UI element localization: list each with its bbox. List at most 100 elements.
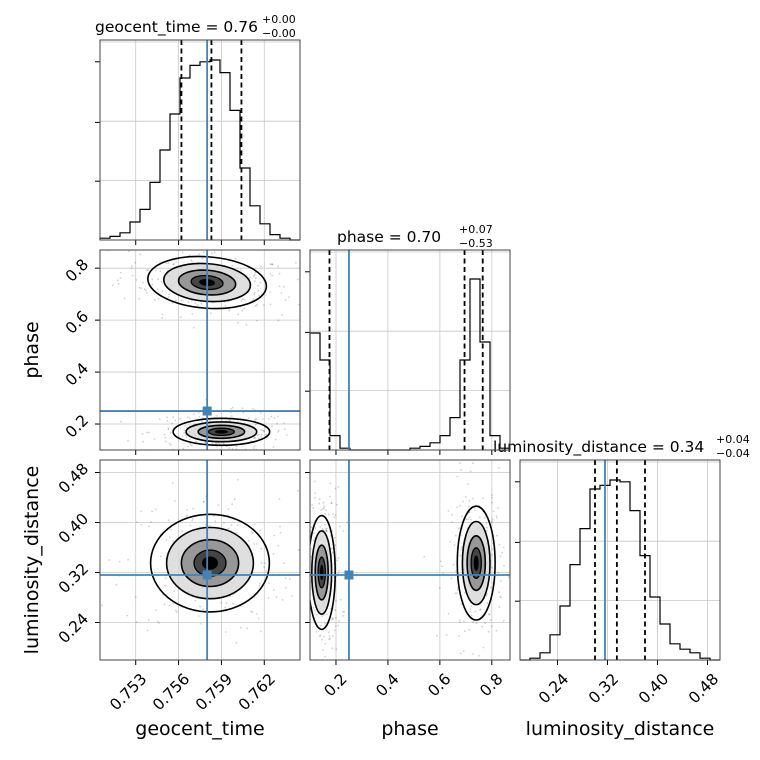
sample-point	[281, 599, 284, 601]
sample-point	[339, 598, 342, 601]
sample-point	[242, 411, 245, 414]
sample-point	[257, 284, 260, 287]
sample-point	[241, 407, 244, 410]
sample-point	[162, 451, 164, 453]
sample-point	[233, 498, 236, 501]
sample-point	[171, 302, 174, 304]
sample-point	[492, 510, 495, 513]
sample-point	[491, 548, 494, 550]
sample-point	[184, 464, 186, 466]
sample-point	[495, 629, 498, 632]
sample-point	[271, 425, 273, 427]
sample-point	[227, 308, 230, 311]
x-tick-label: 0.48	[685, 670, 722, 707]
sample-point	[423, 555, 426, 558]
sample-point	[272, 446, 275, 448]
sample-point	[491, 666, 493, 668]
title-luminosity-distance: luminosity_distance = 0.34	[493, 438, 704, 457]
sample-point	[343, 610, 346, 613]
sample-point	[148, 525, 150, 528]
sample-point	[322, 501, 325, 504]
sample-point	[190, 444, 193, 447]
sample-point	[307, 632, 309, 634]
sample-point	[231, 406, 234, 409]
sample-point	[224, 631, 227, 633]
sample-point	[329, 495, 331, 498]
sample-point	[279, 531, 282, 534]
sample-point	[335, 617, 337, 619]
sample-point	[336, 559, 339, 562]
sample-point	[159, 555, 162, 558]
sample-point	[498, 543, 501, 546]
sample-point	[323, 635, 325, 638]
sample-point	[277, 429, 280, 432]
sample-point	[254, 277, 257, 280]
y-tick-label: 0.4	[62, 359, 92, 389]
sample-point	[325, 529, 327, 532]
sample-point	[165, 262, 168, 264]
x-tick-label: 0.759	[192, 670, 236, 714]
sample-point	[202, 608, 205, 610]
sample-point	[328, 635, 331, 637]
sample-point	[254, 271, 257, 274]
sample-point	[312, 507, 315, 509]
sample-point	[188, 417, 191, 420]
sample-point	[274, 438, 277, 441]
sample-point	[320, 509, 323, 511]
sample-point	[174, 451, 176, 453]
sample-point	[451, 513, 453, 516]
sample-point	[259, 529, 261, 532]
sample-point	[231, 264, 234, 267]
sample-point	[302, 574, 304, 576]
sample-point	[241, 245, 243, 247]
sample-point	[324, 643, 326, 645]
panel-frame	[99, 39, 301, 241]
sample-point	[305, 549, 307, 551]
sample-point	[497, 466, 500, 469]
y-tick-label: 0.24	[55, 610, 92, 647]
sample-point	[334, 487, 337, 490]
sample-point	[459, 504, 461, 507]
sample-point	[277, 415, 279, 418]
sample-point	[250, 530, 253, 533]
sample-point	[315, 613, 318, 616]
sample-point	[456, 475, 459, 478]
sample-point	[295, 261, 297, 264]
sample-point	[115, 583, 118, 586]
sample-point	[142, 440, 145, 443]
sample-point	[134, 596, 137, 599]
sample-point	[174, 609, 177, 612]
sample-point	[194, 599, 197, 602]
sample-point	[138, 297, 141, 300]
sample-point	[147, 619, 150, 621]
sample-point	[491, 497, 494, 499]
sample-point	[201, 257, 204, 260]
sample-point	[270, 415, 273, 418]
sample-point	[157, 298, 160, 300]
sample-point	[285, 434, 288, 436]
sample-point	[186, 416, 189, 419]
sample-point	[260, 433, 263, 436]
sample-point	[304, 301, 306, 303]
x-tick-label: 0.2	[321, 670, 351, 700]
sample-point	[456, 680, 458, 682]
sample-point	[167, 428, 170, 431]
scatter-panel-phase-vs-luminosity-distance	[302, 459, 511, 682]
sample-point	[321, 527, 324, 530]
sample-point	[475, 622, 478, 625]
sample-point	[346, 521, 349, 524]
sample-point	[315, 630, 318, 633]
sample-point	[159, 270, 162, 273]
sample-point	[231, 503, 234, 506]
sample-point	[306, 424, 308, 426]
sample-point	[453, 544, 456, 547]
sample-point	[271, 274, 274, 277]
sample-point	[325, 333, 327, 335]
sample-point	[458, 635, 460, 637]
sample-point	[200, 303, 203, 305]
sample-point	[498, 591, 501, 594]
sample-point	[198, 253, 201, 256]
sample-point	[330, 502, 333, 504]
sample-point	[458, 621, 461, 624]
sample-point	[237, 420, 239, 422]
